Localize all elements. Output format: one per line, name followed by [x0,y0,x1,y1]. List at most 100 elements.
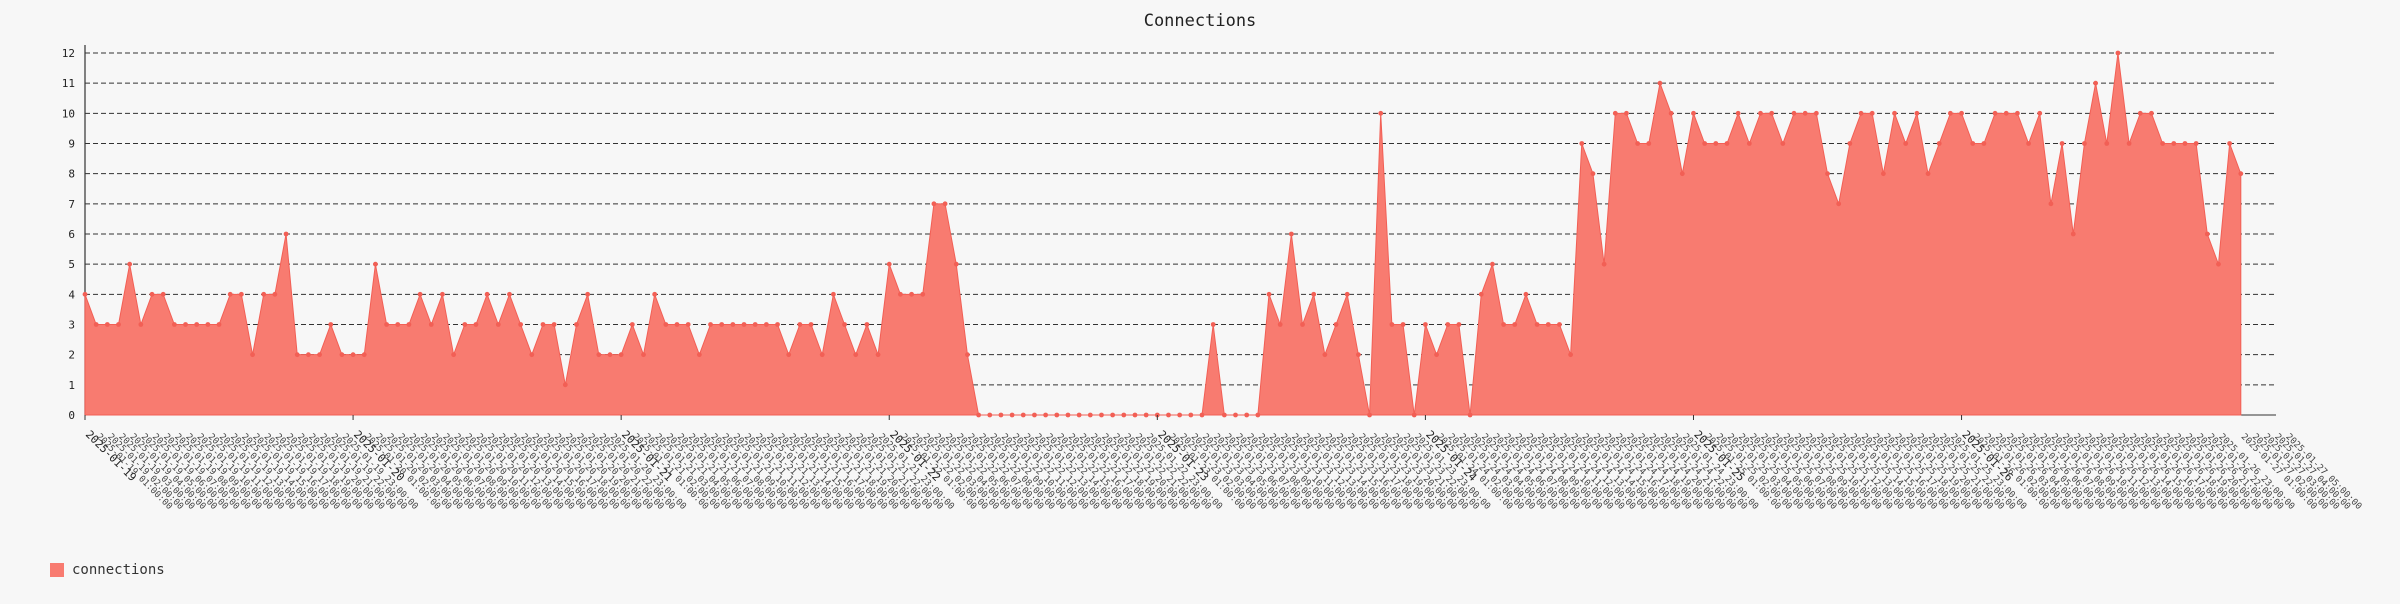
data-point [104,322,110,327]
data-point [1099,412,1104,418]
data-point [786,352,792,358]
data-point [1277,322,1283,327]
legend: connections [50,562,165,578]
data-point [361,352,367,358]
data-point [1746,141,1752,146]
legend-swatch [50,563,64,577]
data-point [585,291,591,297]
data-point [1512,322,1518,327]
data-point [1288,231,1294,237]
data-point [406,322,412,327]
data-point [2227,141,2233,146]
data-point [2048,201,2054,207]
data-point [719,322,725,327]
data-point [1624,110,1629,116]
data-point [696,352,702,358]
data-point [1054,412,1060,418]
data-point [1646,141,1652,146]
data-point [171,322,177,327]
data-point [1802,110,1808,116]
data-point [1914,110,1920,116]
data-point [495,322,501,327]
chart-title: Connections [1144,11,1257,31]
data-point [1813,110,1819,116]
data-point [1378,110,1384,116]
data-point [261,291,267,297]
data-point [1702,141,1708,146]
data-point [2193,141,2199,146]
data-point [2026,141,2031,146]
data-point [272,291,278,297]
data-point [160,291,166,297]
data-point [2182,141,2188,146]
data-point [1043,412,1049,418]
data-point [931,201,937,207]
data-point [920,291,926,297]
data-point [2003,110,2009,116]
data-point [2115,50,2121,56]
data-point [2171,141,2177,146]
data-point [440,291,445,297]
y-tick-label: 11 [62,77,75,90]
data-point [1657,80,1663,86]
data-point [1210,322,1216,327]
data-point [730,322,736,327]
data-point [540,322,546,327]
data-point [551,322,557,327]
data-point [417,291,423,297]
data-point [1467,412,1473,418]
data-point [976,412,981,418]
data-point [1400,322,1406,327]
data-point [987,412,993,418]
data-point [1344,291,1350,297]
data-point [898,291,903,297]
data-point [395,322,401,327]
data-point [1679,171,1685,177]
data-point [306,352,311,358]
y-tick-label: 10 [62,107,75,120]
data-point [1825,171,1830,177]
data-point [2137,110,2143,116]
data-point [1478,291,1484,297]
data-point [1143,412,1149,418]
data-point [685,322,691,327]
data-point [652,291,658,297]
data-point [1981,141,1987,146]
y-tick-label: 7 [68,198,75,211]
data-point [2126,141,2132,146]
data-point [82,291,88,297]
data-point [1009,412,1015,418]
data-point [1333,322,1339,327]
y-tick-label: 8 [68,168,75,181]
data-point [1791,110,1797,116]
data-point [1557,322,1562,327]
data-point [116,322,121,327]
data-point [183,322,188,327]
data-point [484,291,490,297]
data-point [1545,322,1551,327]
data-point [216,322,222,327]
data-point [1713,141,1719,146]
data-point [674,322,680,327]
data-point [1434,352,1439,358]
data-point [562,382,568,388]
data-point [708,322,713,327]
data-point [2070,231,2076,237]
y-tick-label: 2 [68,349,75,362]
data-point [618,352,624,358]
data-point [1635,141,1641,146]
data-point [1199,412,1205,418]
data-point [1367,412,1372,418]
data-point [339,352,345,358]
data-point [1020,412,1026,418]
data-point [205,322,211,327]
data-point [451,352,457,358]
data-point [1255,412,1261,418]
data-point [2082,141,2087,146]
data-point [1903,141,1909,146]
data-point [1970,141,1976,146]
data-point [350,352,356,358]
data-point [373,261,378,267]
data-point [1947,110,1953,116]
data-point [1925,171,1931,177]
